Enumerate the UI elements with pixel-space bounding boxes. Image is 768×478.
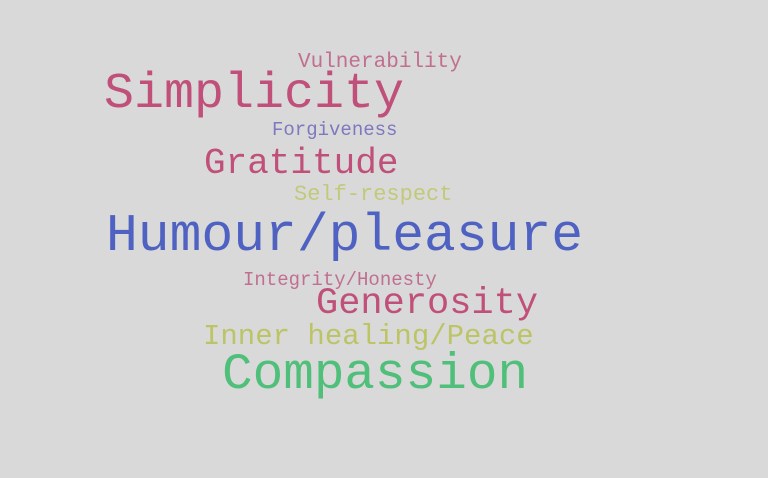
word-forgiveness: Forgiveness	[272, 119, 398, 141]
word-integrity-honesty: Integrity/Honesty	[243, 269, 437, 291]
word-self-respect: Self-respect	[294, 182, 453, 207]
word-gratitude: Gratitude	[204, 143, 399, 184]
word-generosity: Generosity	[316, 283, 539, 325]
word-inner-healing-peace: Inner healing/Peace	[203, 320, 534, 353]
word-humour-pleasure: Humour/pleasure	[106, 206, 584, 266]
word-vulnerability: Vulnerability	[298, 51, 462, 74]
word-simplicity: Simplicity	[104, 66, 405, 123]
word-compassion: Compassion	[222, 347, 529, 404]
